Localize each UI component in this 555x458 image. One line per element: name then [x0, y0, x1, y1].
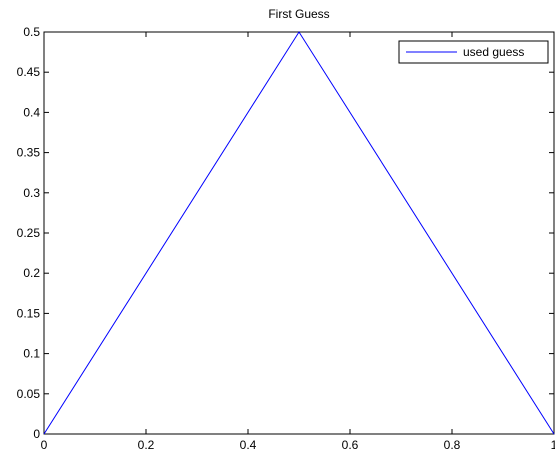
y-tick-label: 0.45: [17, 65, 41, 79]
y-tick-label: 0.4: [23, 105, 40, 119]
y-tick-label: 0: [33, 427, 40, 441]
axis-ticks: 0 0.2 0.4 0.6 0.8 1 0 0.05 0.1 0.15 0.2 0.25 0.3 0.35…: [17, 25, 555, 452]
x-tick-label: 1: [551, 438, 555, 452]
x-tick-label: 0.2: [138, 438, 155, 452]
legend-label-used-guess: used guess: [463, 45, 524, 59]
series-line-used-guess: [43, 31, 555, 435]
y-tick-label: 0.25: [17, 226, 41, 240]
y-tick-label: 0.5: [23, 25, 40, 39]
y-tick-label: 0.05: [17, 387, 41, 401]
x-tick-label: 0: [41, 438, 48, 452]
x-tick-label: 0.4: [240, 438, 257, 452]
legend: used guess: [398, 40, 549, 64]
series-layer: [43, 31, 555, 435]
x-tick-label: 0.6: [342, 438, 359, 452]
y-tick-label: 0.3: [23, 186, 40, 200]
x-tick-label: 0.8: [444, 438, 461, 452]
plot-area: [43, 31, 555, 435]
chart-title: First Guess: [268, 7, 329, 21]
y-tick-label: 0.1: [23, 347, 40, 361]
y-tick-label: 0.2: [23, 266, 40, 280]
y-tick-label: 0.35: [17, 146, 41, 160]
y-tick-label: 0.15: [17, 306, 41, 320]
legend-box: [398, 40, 549, 64]
